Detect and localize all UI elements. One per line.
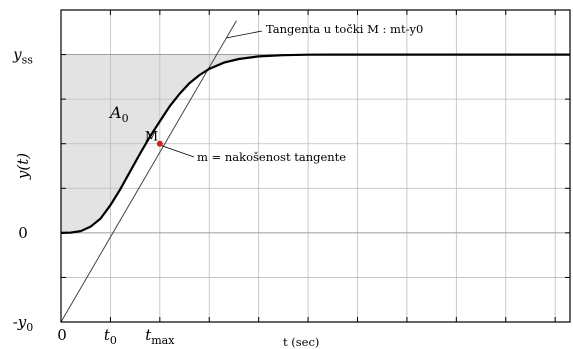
area-a0-label: A0	[108, 103, 129, 125]
axis-ticks: 0 t0 tmax -y0 0 yss	[12, 10, 570, 347]
y-axis-label: y(t)	[14, 153, 32, 180]
plot-frame	[60, 9, 571, 323]
slope-annotation-leader	[161, 145, 195, 158]
y-tick-label: yss	[12, 46, 33, 67]
point-m-label: M	[145, 130, 158, 145]
x-tick-label: 0	[57, 326, 67, 344]
tangent-annotation-leader	[225, 30, 263, 39]
slope-annotation: m = nakošenost tangente	[197, 150, 346, 164]
x-axis-label: t (sec)	[283, 335, 319, 349]
x-tick-label: tmax	[145, 326, 175, 347]
y-tick-label: 0	[18, 224, 28, 242]
x-tick-label: t0	[104, 326, 117, 347]
point-m	[156, 140, 163, 147]
step-response-curve	[61, 53, 570, 234]
tangent-annotation: Tangenta u točki M : mt-y0	[266, 22, 423, 36]
shaded-region-area	[61, 54, 570, 233]
y-tick-label: -y0	[13, 313, 34, 334]
